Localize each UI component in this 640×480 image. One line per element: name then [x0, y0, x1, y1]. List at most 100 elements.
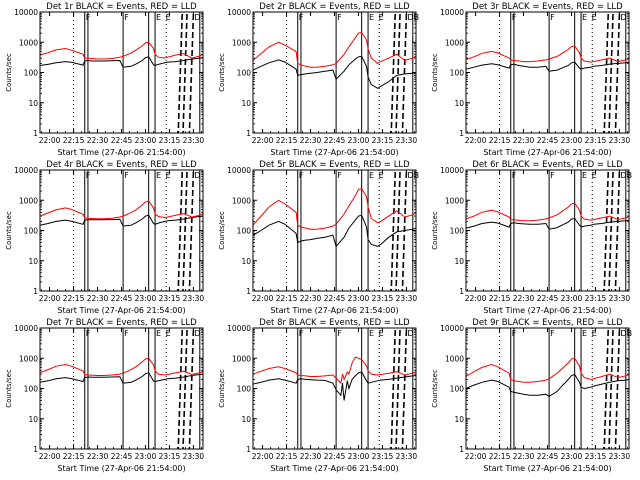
- x-tick-label: 23:00: [135, 452, 157, 461]
- y-tick-label: 10000: [440, 324, 464, 333]
- marker-annotation: E: [369, 13, 374, 22]
- dashed-marker-line: [614, 171, 621, 292]
- marker-annotation: F: [299, 13, 304, 22]
- marker-annotation: F: [550, 329, 555, 338]
- x-axis-label: Start Time (27-Apr-06 21:54:00): [483, 306, 611, 315]
- panel-9: Det 9r BLACK = Events, RED = LLD Counts/s…: [431, 318, 632, 473]
- marker-annotation: F: [124, 171, 129, 180]
- x-tick-label: 22:30: [300, 136, 322, 145]
- panel-8: Det 8r BLACK = Events, RED = LLD Counts/s…: [218, 318, 417, 473]
- marker-annotation: E: [166, 171, 171, 180]
- marker-annotation: F: [124, 329, 129, 338]
- y-tick-label: 1000: [232, 354, 251, 363]
- dashed-marker-line: [614, 329, 621, 450]
- panel-title: Det 3r BLACK = Events, RED = LLD: [472, 2, 623, 12]
- y-tick-label: 1: [33, 445, 38, 454]
- y-axis-label: Counts/sec: [431, 211, 439, 250]
- dashed-marker-line: [401, 171, 408, 292]
- dashed-marker-line: [390, 171, 397, 292]
- marker-annotation: E: [379, 13, 384, 22]
- panel-title: Det 5r BLACK = Events, RED = LLD: [259, 160, 410, 170]
- marker-annotation: DB: [620, 171, 632, 180]
- x-tick-label: 22:00: [39, 136, 61, 145]
- x-tick-label: 23:15: [372, 294, 394, 303]
- marker-annotation: F: [86, 13, 91, 22]
- marker-annotation: F: [512, 13, 517, 22]
- marker-annotation: E: [166, 13, 171, 22]
- y-axis-label: Counts/sec: [5, 369, 13, 408]
- series-line-lld: [39, 357, 204, 376]
- plot-frame: [39, 169, 204, 292]
- y-axis-label: Counts/sec: [5, 53, 13, 92]
- x-tick-label: 23:30: [183, 294, 205, 303]
- x-tick-label: 22:30: [87, 452, 109, 461]
- y-axis-label: Counts/sec: [431, 369, 439, 408]
- dashed-marker-line: [401, 329, 408, 450]
- panel-title: Det 1r BLACK = Events, RED = LLD: [46, 2, 197, 12]
- marker-annotation: D: [194, 13, 200, 22]
- x-tick-label: 22:00: [39, 452, 61, 461]
- x-tick-label: 23:30: [609, 294, 631, 303]
- marker-annotation: E: [166, 329, 171, 338]
- panel-title: Det 8r BLACK = Events, RED = LLD: [259, 318, 410, 328]
- x-tick-label: 22:15: [489, 136, 511, 145]
- y-tick-label: 100: [24, 69, 39, 78]
- marker-annotation: E: [582, 171, 587, 180]
- x-tick-label: 22:45: [324, 294, 346, 303]
- series-line-events: [465, 373, 630, 397]
- dashed-marker-line: [390, 13, 397, 134]
- dashed-marker-line: [603, 329, 610, 450]
- marker-annotation: F: [337, 329, 342, 338]
- dashed-marker-line: [395, 13, 401, 134]
- panel-title: Det 9r BLACK = Events, RED = LLD: [472, 318, 623, 328]
- series-line-events: [39, 56, 204, 68]
- x-tick-label: 23:15: [372, 452, 394, 461]
- y-tick-label: 100: [24, 385, 39, 394]
- y-tick-label: 10000: [440, 8, 464, 17]
- plot-frame: [252, 169, 417, 292]
- y-axis-label: Counts/sec: [218, 369, 226, 408]
- dashed-marker-line: [188, 13, 195, 134]
- y-tick-label: 1000: [19, 196, 38, 205]
- series-line-events: [39, 372, 204, 384]
- x-tick-label: 22:00: [252, 294, 274, 303]
- x-tick-label: 22:45: [324, 452, 346, 461]
- dashed-marker-line: [182, 171, 188, 292]
- dashed-marker-line: [390, 329, 397, 450]
- x-tick-label: 22:45: [111, 452, 133, 461]
- x-tick-label: 23:30: [183, 452, 205, 461]
- marker-annotation: E: [369, 329, 374, 338]
- marker-annotation: E: [156, 13, 161, 22]
- panel-1: Det 1r BLACK = Events, RED = LLD Counts/s…: [5, 2, 204, 157]
- x-tick-label: 22:30: [513, 452, 535, 461]
- x-tick-label: 23:15: [372, 136, 394, 145]
- y-tick-label: 1: [246, 287, 251, 296]
- y-tick-label: 1000: [232, 38, 251, 47]
- marker-annotation: F: [337, 171, 342, 180]
- dashed-marker-line: [188, 171, 195, 292]
- y-tick-label: 1000: [19, 38, 38, 47]
- y-tick-label: 1: [459, 129, 464, 138]
- plot-frame: [252, 327, 417, 450]
- marker-annotation: E: [582, 13, 587, 22]
- series-line-events: [252, 55, 417, 89]
- y-tick-label: 10000: [14, 8, 38, 17]
- marker-annotation: D: [194, 329, 200, 338]
- x-tick-label: 23:15: [585, 294, 607, 303]
- x-tick-label: 22:30: [300, 294, 322, 303]
- x-tick-label: 22:45: [324, 136, 346, 145]
- x-tick-label: 22:45: [537, 294, 559, 303]
- series-line-lld: [465, 45, 630, 63]
- plot-frame: [39, 327, 204, 450]
- dashed-marker-line: [614, 13, 621, 134]
- x-tick-label: 22:45: [111, 294, 133, 303]
- y-axis-label: Counts/sec: [218, 53, 226, 92]
- panel-5: Det 5r BLACK = Events, RED = LLD Counts/s…: [218, 160, 419, 315]
- x-tick-label: 23:15: [159, 294, 181, 303]
- plot-frame: [39, 11, 204, 134]
- x-tick-label: 23:30: [396, 294, 418, 303]
- marker-annotation: F: [86, 329, 91, 338]
- marker-annotation: DB: [620, 329, 632, 338]
- x-tick-label: 22:00: [465, 136, 487, 145]
- marker-annotation: E: [582, 329, 587, 338]
